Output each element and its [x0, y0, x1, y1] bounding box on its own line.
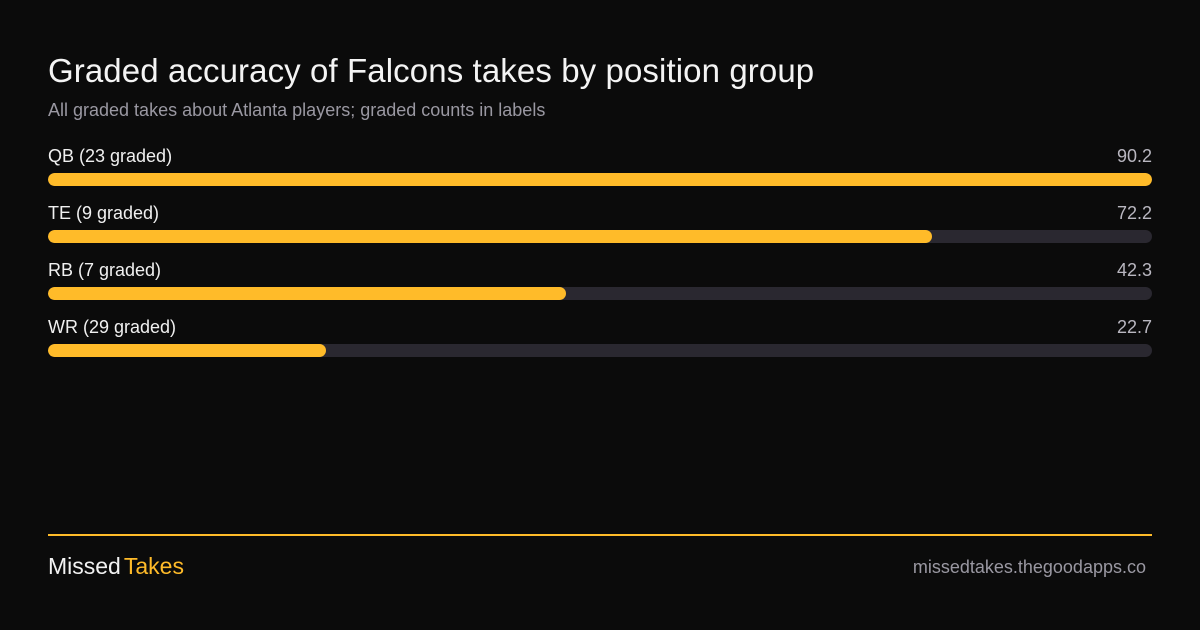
chart-subtitle: All graded takes about Atlanta players; … [48, 100, 546, 120]
brand-logo-part-takes: Takes [123, 553, 184, 579]
bar-value-label: 90.2 [1116, 146, 1152, 166]
brand-logo-part-missed: Missed [48, 553, 121, 579]
bar-track [48, 287, 1152, 300]
bar-category-label: QB (23 graded) [48, 146, 173, 166]
site-url[interactable]: missedtakes.thegoodapps.co [912, 557, 1146, 577]
bar-value-label: 22.7 [1116, 317, 1152, 337]
bar-category-label: RB (7 graded) [48, 260, 162, 280]
bar-row: RB (7 graded) 42.3 [48, 260, 1152, 317]
bar [48, 287, 566, 300]
footer-divider [48, 534, 1152, 536]
bar-row: TE (9 graded) 72.2 [48, 203, 1152, 260]
bar-track [48, 344, 1152, 357]
bar-category-label: WR (29 graded) [48, 317, 177, 337]
bar-track [48, 230, 1152, 243]
bar-track [48, 173, 1152, 186]
bar-value-label: 42.3 [1116, 260, 1152, 280]
bar [48, 230, 932, 243]
bar-value-label: 72.2 [1116, 203, 1152, 223]
bar-row: WR (29 graded) 22.7 [48, 317, 1152, 374]
bar [48, 344, 326, 357]
bar-chart: QB (23 graded) 90.2 TE (9 graded) 72.2 RB (7… [48, 146, 1152, 374]
bar-category-label: TE (9 graded) [48, 203, 160, 223]
bar-row: QB (23 graded) 90.2 [48, 146, 1152, 203]
bar [48, 173, 1152, 186]
brand-logo[interactable]: Missed Takes [48, 553, 184, 580]
chart-title: Graded accuracy of Falcons takes by posi… [48, 52, 815, 89]
